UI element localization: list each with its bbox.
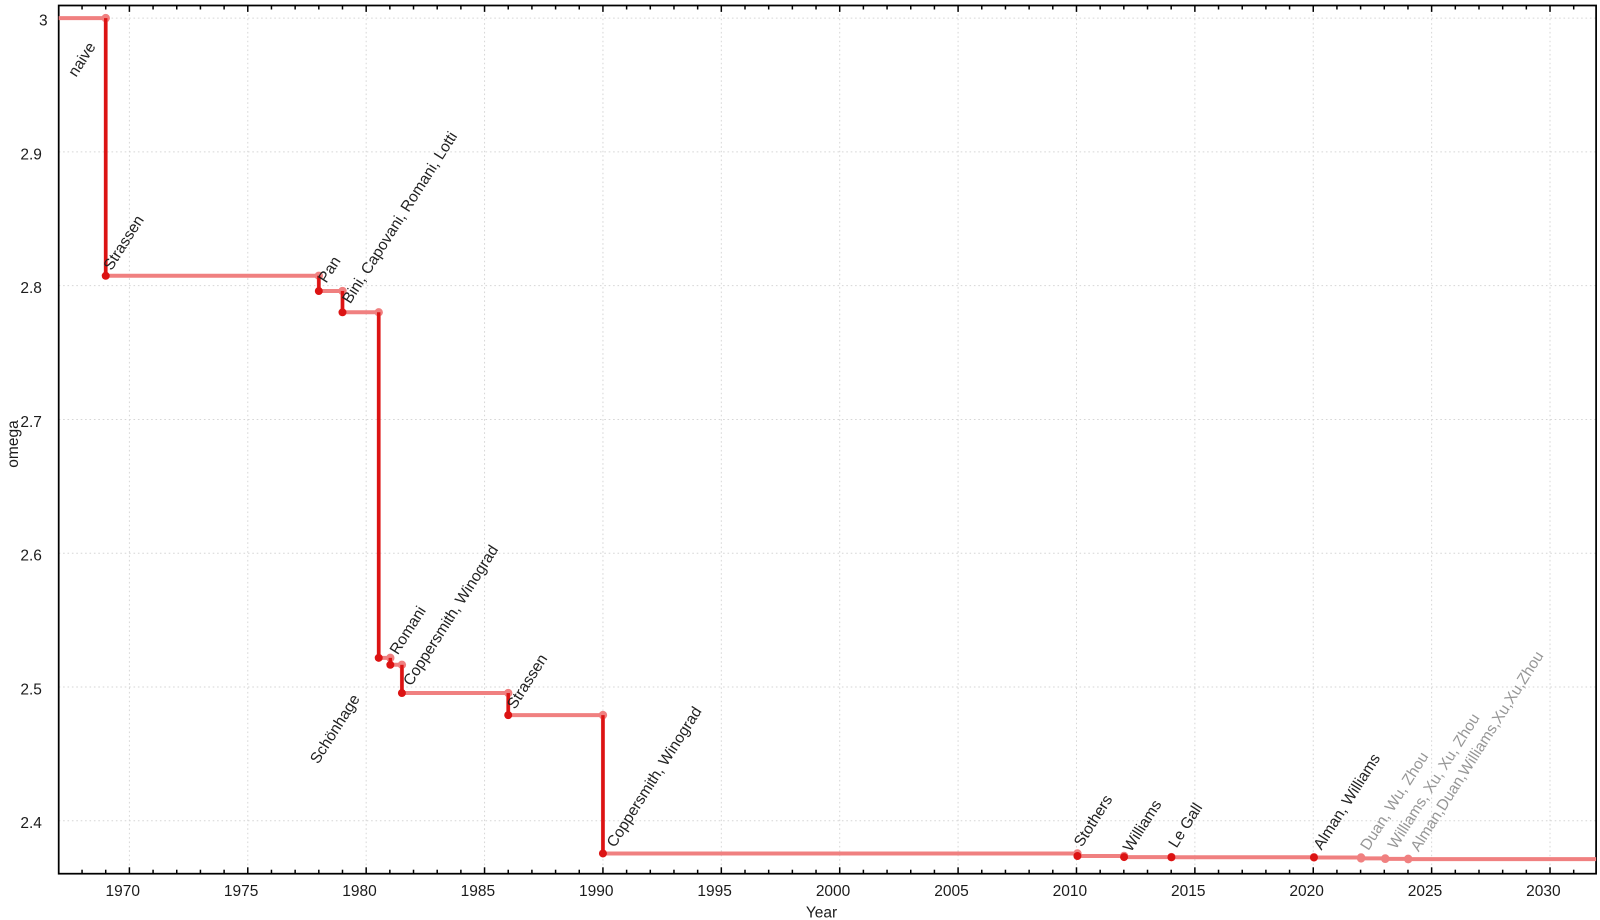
svg-text:3: 3 [39, 13, 48, 30]
svg-text:2.5: 2.5 [20, 681, 42, 698]
svg-text:2005: 2005 [934, 883, 968, 900]
svg-text:omega: omega [5, 420, 22, 468]
svg-text:2000: 2000 [816, 883, 851, 900]
svg-text:2015: 2015 [1171, 883, 1205, 900]
svg-text:1980: 1980 [342, 883, 377, 900]
svg-text:2.9: 2.9 [20, 146, 42, 163]
svg-text:2025: 2025 [1408, 883, 1442, 900]
svg-text:2010: 2010 [1053, 883, 1088, 900]
svg-text:2020: 2020 [1289, 883, 1324, 900]
svg-text:2.6: 2.6 [20, 548, 42, 565]
svg-text:2.8: 2.8 [20, 280, 42, 297]
svg-text:2030: 2030 [1526, 883, 1561, 900]
svg-text:1990: 1990 [579, 883, 614, 900]
svg-text:1975: 1975 [224, 883, 258, 900]
svg-text:1995: 1995 [697, 883, 731, 900]
svg-text:1970: 1970 [106, 883, 141, 900]
svg-text:1985: 1985 [461, 883, 495, 900]
svg-text:2.7: 2.7 [20, 414, 42, 431]
svg-text:2.4: 2.4 [20, 815, 42, 832]
svg-text:Year: Year [806, 905, 837, 920]
